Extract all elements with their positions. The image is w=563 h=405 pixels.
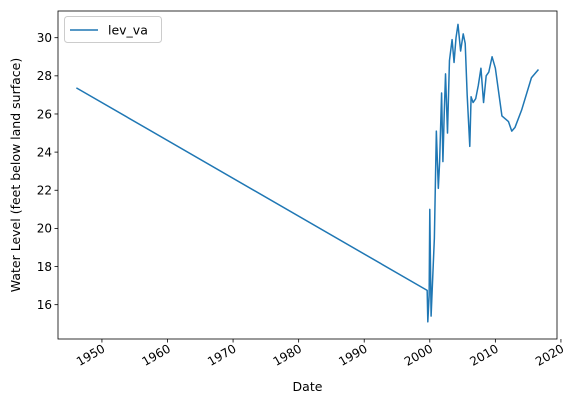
x-tick-label: 1970	[205, 341, 238, 368]
x-tick-label: 1980	[271, 341, 304, 368]
x-tick-label: 1990	[336, 341, 369, 368]
x-tick-label: 1950	[74, 341, 107, 368]
y-tick-label: 20	[37, 222, 52, 236]
x-tick-label: 2000	[402, 341, 435, 368]
y-tick-label: 22	[37, 184, 52, 198]
x-tick-label: 2010	[467, 341, 500, 368]
x-tick-label: 1960	[140, 341, 173, 368]
y-tick-label: 24	[37, 145, 52, 159]
y-axis-label: Water Level (feet below land surface)	[8, 58, 23, 292]
x-tick-label: 2020	[533, 341, 563, 368]
x-axis-label: Date	[293, 379, 323, 394]
x-axis: 1950 1960 1970 1980 1990 2000 2010 2020	[74, 339, 563, 369]
y-tick-label: 18	[37, 260, 52, 274]
legend-label-lev_va: lev_va	[108, 23, 148, 38]
y-tick-label: 28	[37, 69, 52, 83]
plot-frame	[57, 10, 558, 340]
plot-area	[57, 10, 558, 340]
series-line-lev_va	[75, 23, 540, 323]
y-tick-label: 30	[37, 31, 52, 45]
y-tick-label: 26	[37, 107, 52, 121]
y-tick-label: 16	[37, 298, 52, 312]
legend: lev_va	[64, 16, 162, 43]
y-axis: 16 18 20 22 24 26 28 30	[37, 31, 58, 312]
legend-box	[64, 16, 162, 43]
